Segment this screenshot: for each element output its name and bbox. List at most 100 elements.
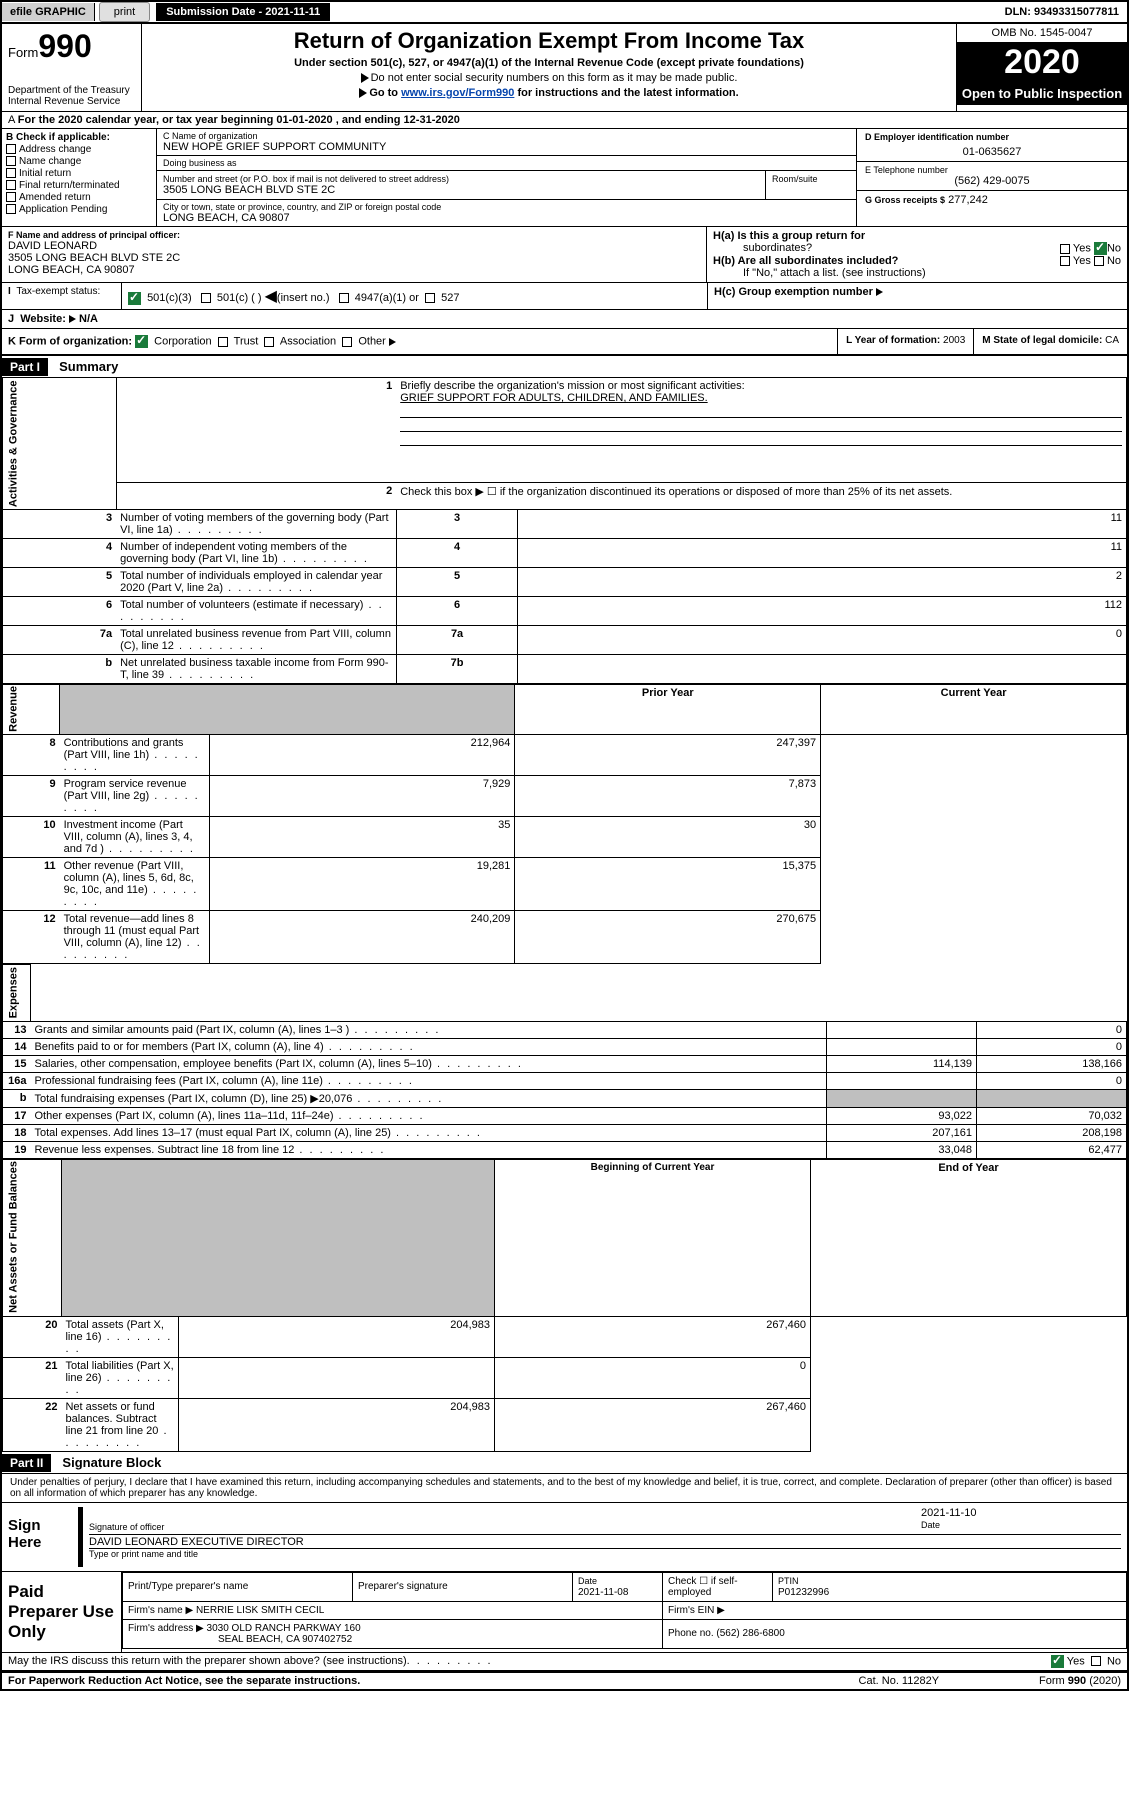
triangle-icon — [69, 315, 76, 323]
part2-header-row: Part II Signature Block — [2, 1452, 1127, 1474]
checkbox-icon[interactable] — [425, 293, 435, 303]
firm-addr2: SEAL BEACH, CA 907402752 — [128, 1634, 352, 1645]
box-j: J Website: N/A — [2, 310, 1127, 329]
website-value: N/A — [79, 313, 98, 325]
table-row: 4Number of independent voting members of… — [3, 538, 1127, 567]
checkbox-checked-icon[interactable] — [128, 292, 141, 305]
checkbox-icon[interactable] — [6, 168, 16, 178]
officer-addr1: 3505 LONG BEACH BLVD STE 2C — [8, 252, 700, 264]
sig-bar-icon — [78, 1507, 83, 1567]
checkbox-checked-icon[interactable] — [1094, 242, 1107, 255]
print-button[interactable]: print — [99, 2, 150, 22]
part1-badge: Part I — [2, 358, 48, 376]
ein-value: 01-0635627 — [865, 142, 1119, 158]
gross-value: 277,242 — [948, 194, 988, 206]
checkbox-icon[interactable] — [264, 337, 274, 347]
blank-line — [400, 418, 1122, 432]
officer-group-block: F Name and address of principal officer:… — [2, 227, 1127, 283]
table-row: 19Revenue less expenses. Subtract line 1… — [3, 1141, 1127, 1158]
officer-name-title: DAVID LEONARD EXECUTIVE DIRECTOR — [89, 1536, 304, 1548]
note-goto-pre: Go to — [369, 87, 401, 99]
box-b: B Check if applicable: Address change Na… — [2, 129, 157, 226]
header-right: OMB No. 1545-0047 2020 Open to Public In… — [957, 24, 1127, 111]
ptin-value: P01232996 — [778, 1587, 829, 1598]
firm-addr-label: Firm's address ▶ — [128, 1623, 204, 1634]
part1-title: Summary — [51, 357, 126, 376]
irs-link[interactable]: www.irs.gov/Form990 — [401, 87, 514, 99]
col-current-year: Current Year — [821, 684, 1127, 735]
checkbox-icon[interactable] — [201, 293, 211, 303]
ptin-label: PTIN — [778, 1576, 799, 1586]
prep-date-value: 2021-11-08 — [578, 1587, 628, 1598]
checkbox-icon[interactable] — [6, 156, 16, 166]
chk-final: Final return/terminated — [19, 180, 120, 191]
table-row: 22Net assets or fund balances. Subtract … — [3, 1398, 1127, 1451]
city-label: City or town, state or province, country… — [163, 202, 850, 212]
q1-label: Briefly describe the organization's miss… — [400, 380, 744, 392]
expenses-table: Expenses 13Grants and similar amounts pa… — [2, 964, 1127, 1158]
sig-date-label: Date — [921, 1520, 940, 1530]
checkbox-icon[interactable] — [339, 293, 349, 303]
note-goto-post: for instructions and the latest informat… — [514, 87, 738, 99]
paid-preparer-label: Paid Preparer Use Only — [2, 1572, 122, 1652]
opt-other: Other — [358, 335, 386, 347]
department: Department of the Treasury Internal Reve… — [8, 85, 135, 107]
table-row: 12Total revenue—add lines 8 through 11 (… — [3, 911, 1127, 964]
table-row: 9Program service revenue (Part VIII, lin… — [3, 776, 1127, 817]
table-row: 18Total expenses. Add lines 13–17 (must … — [3, 1124, 1127, 1141]
table-row: 6Total number of volunteers (estimate if… — [3, 596, 1127, 625]
self-employed-label: Check ☐ if self-employed — [663, 1572, 773, 1601]
checkbox-icon[interactable] — [6, 204, 16, 214]
dots-icon — [407, 1655, 493, 1668]
form-number: 990 — [38, 28, 91, 64]
ha-label: H(a) Is this a group return for — [713, 230, 865, 242]
dba-label: Doing business as — [163, 158, 850, 168]
firm-name-value: NERRIE LISK SMITH CECIL — [196, 1605, 324, 1616]
box-i-label: I Tax-exempt status: — [2, 283, 122, 309]
triangle-icon — [389, 338, 396, 346]
entity-block: B Check if applicable: Address change Na… — [2, 129, 1127, 227]
checkbox-icon[interactable] — [342, 337, 352, 347]
header-left: Form990 Department of the Treasury Inter… — [2, 24, 142, 111]
checkbox-icon[interactable] — [6, 192, 16, 202]
submission-date: Submission Date - 2021-11-11 — [156, 3, 330, 21]
chk-initial: Initial return — [19, 168, 71, 179]
table-row: 3Number of voting members of the governi… — [3, 509, 1127, 538]
table-row: bNet unrelated business taxable income f… — [3, 654, 1127, 683]
opt-trust: Trust — [234, 335, 259, 347]
discuss-text: May the IRS discuss this return with the… — [8, 1655, 407, 1668]
checkbox-icon[interactable] — [6, 144, 16, 154]
officer-name: DAVID LEONARD — [8, 240, 700, 252]
opt-assoc: Association — [280, 335, 336, 347]
open-to-public: Open to Public Inspection — [957, 82, 1127, 105]
hb-label: H(b) Are all subordinates included? — [713, 255, 898, 267]
checkbox-icon[interactable] — [218, 337, 228, 347]
discuss-row: May the IRS discuss this return with the… — [2, 1652, 1127, 1672]
checkbox-checked-icon[interactable] — [135, 335, 148, 348]
firm-ein-label: Firm's EIN ▶ — [668, 1605, 725, 1616]
table-row: 14Benefits paid to or for members (Part … — [3, 1038, 1127, 1055]
box-h: H(a) Is this a group return for subordin… — [707, 227, 1127, 282]
tax-year: 2020 — [957, 45, 1127, 79]
firm-phone-label: Phone no. — [668, 1628, 714, 1639]
checkbox-icon[interactable] — [1091, 1656, 1101, 1666]
hc-label: H(c) Group exemption number — [714, 286, 873, 298]
triangle-icon — [361, 73, 369, 83]
checkbox-icon[interactable] — [1060, 244, 1070, 254]
box-k: K Form of organization: Corporation Trus… — [2, 329, 837, 354]
checkbox-checked-icon[interactable] — [1051, 1655, 1064, 1668]
table-row: 8Contributions and grants (Part VIII, li… — [3, 735, 1127, 776]
part1-header-row: Part I Summary — [2, 356, 1127, 378]
box-c: C Name of organization NEW HOPE GRIEF SU… — [157, 129, 857, 226]
prep-date-label: Date — [578, 1576, 597, 1586]
checkbox-icon[interactable] — [6, 180, 16, 190]
box-l: L Year of formation: 2003 — [837, 329, 973, 354]
year-formation-value: 2003 — [943, 335, 965, 346]
form-word: Form — [8, 45, 38, 60]
checkbox-icon[interactable] — [1060, 256, 1070, 266]
yes-label: Yes — [1073, 255, 1091, 267]
yes-label: Yes — [1067, 1655, 1085, 1667]
box-k-l-m: K Form of organization: Corporation Trus… — [2, 329, 1127, 356]
checkbox-icon[interactable] — [1094, 256, 1104, 266]
top-bar: efile GRAPHIC print Submission Date - 20… — [2, 2, 1127, 24]
